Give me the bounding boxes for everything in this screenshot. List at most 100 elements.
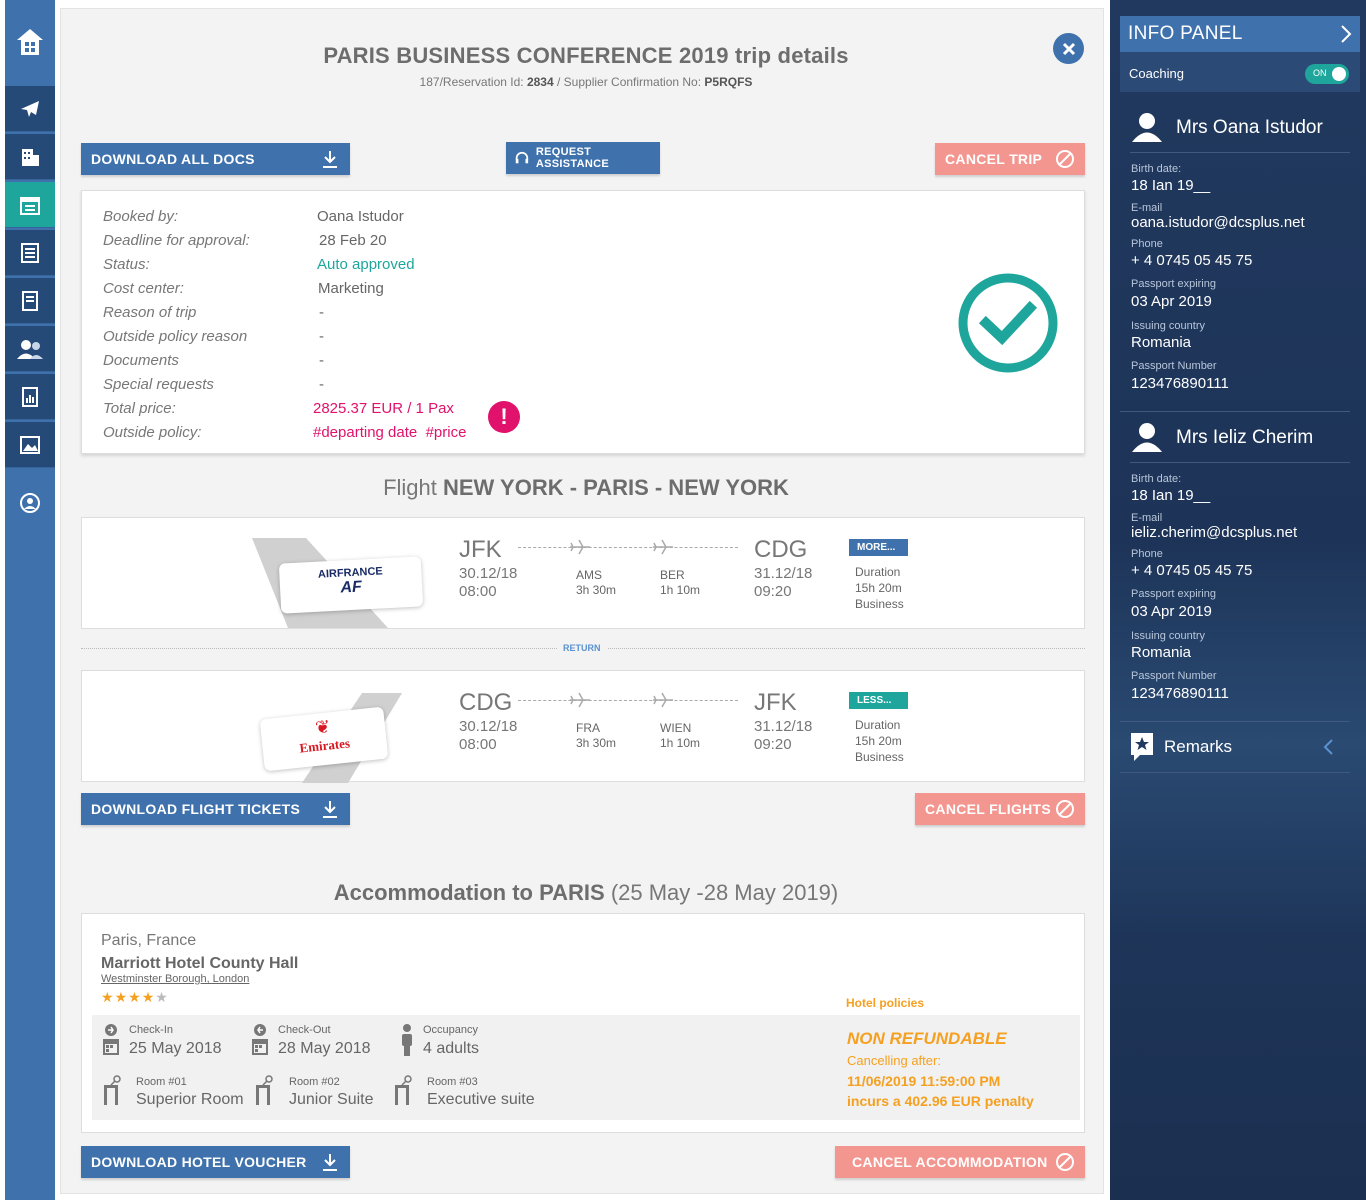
reservation-label: 187/Reservation Id: xyxy=(419,75,524,89)
cancel-accommodation-button[interactable]: CANCEL ACCOMMODATION xyxy=(835,1146,1085,1178)
checkin-label: Check-In xyxy=(129,1024,174,1036)
download-icon xyxy=(323,151,337,168)
chart-icon xyxy=(22,386,38,407)
cancel-trip-label: CANCEL TRIP xyxy=(945,151,1043,167)
sidebar-item-trips[interactable] xyxy=(5,182,55,228)
hotel-name[interactable]: Marriott Hotel County Hall xyxy=(101,955,299,972)
room1-label: Room #01 xyxy=(136,1076,187,1088)
confirmation-number: P5RQFS xyxy=(704,75,753,89)
star-icon: ★ xyxy=(128,989,142,1005)
hotel-policies-link[interactable]: Hotel policies xyxy=(846,996,925,1010)
info-panel-header[interactable]: INFO PANEL xyxy=(1120,16,1360,52)
flight-title-route: NEW YORK - PARIS - NEW YORK xyxy=(443,475,789,500)
request-assistance-button[interactable]: REQUEST ASSISTANCE xyxy=(506,142,660,174)
detail-label-total-price: Total price: xyxy=(103,400,176,417)
stop-plane-icon xyxy=(653,692,673,708)
less-details-button[interactable]: LESS... xyxy=(849,692,908,709)
coaching-toggle[interactable]: ON xyxy=(1305,64,1349,84)
outbound-stop1: AMS xyxy=(576,568,603,582)
star-empty-icon: ★ xyxy=(155,989,169,1005)
occupancy-label: Occupancy xyxy=(423,1024,479,1036)
sidebar-item-gallery[interactable] xyxy=(5,422,55,468)
detail-value-status: Auto approved xyxy=(317,256,415,273)
hotel-rating: ★★★★★ xyxy=(101,989,169,1006)
download-hotel-voucher-button[interactable]: DOWNLOAD HOTEL VOUCHER xyxy=(81,1146,350,1178)
detail-value-special-requests: - xyxy=(319,376,324,393)
return-label: RETURN xyxy=(557,643,607,653)
cancel-flights-button[interactable]: CANCEL FLIGHTS xyxy=(915,793,1085,825)
flight-section-title: Flight NEW YORK - PARIS - NEW YORK xyxy=(61,475,1111,501)
cancel-trip-button[interactable]: CANCEL TRIP xyxy=(935,143,1085,175)
outbound-dep-time: 08:00 xyxy=(459,583,497,600)
checkout-calendar-icon xyxy=(252,1024,268,1055)
return-class: Business xyxy=(855,750,904,764)
passenger1-name: Mrs Oana Istudor xyxy=(1176,117,1323,138)
users-icon xyxy=(17,339,43,359)
sidebar-item-profile[interactable] xyxy=(5,480,55,526)
profile-icon xyxy=(20,493,40,513)
passenger1-phone-label: Phone xyxy=(1131,238,1163,250)
hotel-location: Paris, France xyxy=(101,932,197,949)
non-refundable-label: NON REFUNDABLE xyxy=(847,1029,1007,1048)
outbound-duration-label: Duration xyxy=(855,565,901,579)
return-arr-time: 09:20 xyxy=(754,736,792,753)
toggle-knob xyxy=(1332,67,1346,81)
airfrance-logo: AIRFRANCE AF xyxy=(278,556,424,614)
passenger1-passport-no: 123476890111 xyxy=(1131,375,1229,392)
left-sidebar xyxy=(5,0,55,1200)
sidebar-item-home[interactable] xyxy=(5,0,55,84)
remarks-star-icon xyxy=(1131,733,1153,761)
return-stop2-time: 1h 10m xyxy=(660,736,701,750)
room-door-icon xyxy=(104,1075,121,1105)
return-destination: JFK xyxy=(754,689,797,716)
reservation-id: 2834 xyxy=(526,75,554,89)
plane-icon xyxy=(21,100,39,117)
outbound-flight-card: AIRFRANCE AF JFK 30.12/18 08:00 AMS 3h 3… xyxy=(81,517,1085,629)
approved-check-icon xyxy=(958,273,1058,373)
download-hotel-voucher-label: DOWNLOAD HOTEL VOUCHER xyxy=(91,1154,307,1170)
room1-type: Superior Room xyxy=(136,1091,244,1108)
passenger2-email: ieliz.cherim@dcsplus.net xyxy=(1131,524,1298,541)
outbound-class: Business xyxy=(855,597,904,611)
more-details-button[interactable]: MORE... xyxy=(849,539,908,556)
download-icon xyxy=(323,801,337,818)
info-panel-title: INFO PANEL xyxy=(1128,23,1243,44)
outbound-arr-time: 09:20 xyxy=(754,583,792,600)
coaching-row: Coaching ON xyxy=(1120,52,1360,92)
sidebar-item-documents[interactable] xyxy=(5,230,55,276)
passenger2-phone: + 4 0745 05 45 75 xyxy=(1131,562,1253,579)
download-flight-tickets-button[interactable]: DOWNLOAD FLIGHT TICKETS xyxy=(81,793,350,825)
trip-summary-card: Booked by: Oana Istudor Deadline for app… xyxy=(81,190,1085,454)
sidebar-item-hotels[interactable] xyxy=(5,134,55,180)
ban-icon xyxy=(1056,150,1074,168)
document-icon xyxy=(21,242,39,263)
download-icon xyxy=(323,1154,337,1171)
user-icon xyxy=(1132,423,1162,452)
stop-plane-icon xyxy=(570,539,590,555)
outbound-duration: 15h 20m xyxy=(855,581,902,595)
return-stop1-time: 3h 30m xyxy=(576,736,617,750)
passenger1-birth: 18 Ian 19__ xyxy=(1131,177,1211,194)
outbound-destination: CDG xyxy=(754,536,808,563)
passenger1-email-label: E-mail xyxy=(1131,202,1163,214)
remarks-label: Remarks xyxy=(1164,737,1233,756)
sidebar-item-users[interactable] xyxy=(5,326,55,372)
sidebar-item-flights[interactable] xyxy=(5,86,55,132)
flight-title-prefix: Flight xyxy=(383,475,437,500)
return-dep-time: 08:00 xyxy=(459,736,497,753)
sidebar-item-statistics[interactable] xyxy=(5,374,55,420)
download-all-docs-label: DOWNLOAD ALL DOCS xyxy=(91,151,255,167)
close-button[interactable] xyxy=(1053,33,1084,64)
outbound-arr-date: 31.12/18 xyxy=(754,565,813,582)
gallery-icon xyxy=(20,435,40,454)
checkout-date: 28 May 2018 xyxy=(278,1040,371,1057)
download-all-docs-button[interactable]: DOWNLOAD ALL DOCS xyxy=(81,143,350,175)
chevron-right-icon xyxy=(1341,25,1352,43)
detail-value-deadline: 28 Feb 20 xyxy=(319,232,387,249)
passenger1-birth-label: Birth date: xyxy=(1131,163,1182,175)
return-route-line xyxy=(518,700,738,701)
remarks-row[interactable]: Remarks xyxy=(1120,728,1350,766)
room-door-icon xyxy=(256,1075,273,1105)
hotel-address[interactable]: Westminster Borough, London xyxy=(101,973,250,985)
sidebar-item-reports[interactable] xyxy=(5,278,55,324)
